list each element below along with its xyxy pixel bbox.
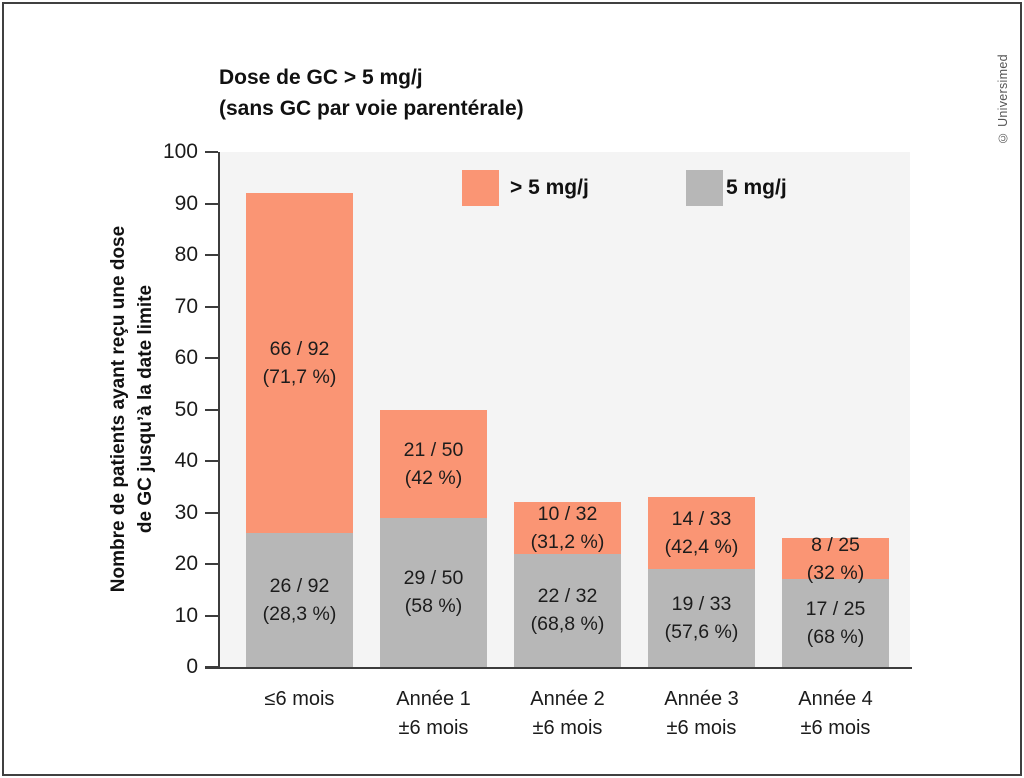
x-axis-label-line: Année 4 bbox=[798, 688, 873, 710]
y-axis-tick-label: 100 bbox=[162, 140, 198, 163]
x-axis-label-line: ±6 mois bbox=[800, 717, 871, 739]
x-axis-label-line: Année 1 bbox=[396, 688, 471, 710]
segment-label: 29 / 50 bbox=[403, 567, 464, 590]
legend-swatch-over5 bbox=[462, 170, 499, 206]
segment-label: 8 / 25 bbox=[811, 533, 860, 556]
x-axis-label: Année 3 ±6 mois bbox=[622, 685, 782, 743]
y-axis-tick-label: 50 bbox=[174, 397, 198, 421]
segment-label: (42,4 %) bbox=[664, 536, 739, 559]
bar-segment-over5mg: 8 / 25 (32 %) bbox=[782, 534, 889, 584]
bar-segment-le5mg: 17 / 25 (68 %) bbox=[782, 579, 889, 667]
x-axis-label-line: ≤6 mois bbox=[264, 688, 335, 710]
y-axis-tick bbox=[205, 357, 218, 359]
x-axis-label-line: ±6 mois bbox=[398, 717, 469, 739]
y-axis-tick bbox=[205, 460, 218, 462]
y-axis-tick bbox=[205, 511, 218, 514]
segment-label: 21 / 50 bbox=[403, 438, 464, 461]
x-axis-label: Année 1 ±6 mois bbox=[354, 685, 514, 743]
bar-segment-le5mg: 22 / 32 (68,8 %) bbox=[514, 553, 621, 667]
copyright-text: © Universimed bbox=[996, 54, 1010, 146]
y-axis-line bbox=[218, 152, 220, 669]
chart-title-line1: Dose de GC > 5 mg/j bbox=[219, 66, 423, 89]
chart-title-line2: (sans GC par voie parentérale) bbox=[219, 97, 524, 120]
segment-label: 26 / 92 bbox=[269, 575, 330, 598]
y-axis-tick-label: 60 bbox=[174, 346, 198, 369]
y-axis-tick-label: 90 bbox=[174, 191, 198, 215]
segment-label: (68,8 %) bbox=[530, 613, 605, 636]
bar-segment-over5mg: 10 / 32 (31,2 %) bbox=[514, 502, 621, 554]
x-axis-label: ≤6 mois bbox=[220, 685, 380, 714]
y-axis-tick-label: 70 bbox=[174, 294, 198, 318]
segment-label: (57,6 %) bbox=[664, 621, 739, 644]
segment-label: (28,3 %) bbox=[262, 603, 337, 626]
y-axis-tick-label: 10 bbox=[174, 603, 198, 627]
y-axis-tick-label: 30 bbox=[174, 500, 198, 524]
x-axis-line bbox=[205, 667, 912, 669]
segment-label: (71,7 %) bbox=[262, 366, 337, 389]
segment-label: 10 / 32 bbox=[537, 502, 598, 525]
x-axis-label-line: ±6 mois bbox=[532, 717, 603, 739]
y-axis-tick bbox=[205, 305, 218, 308]
chart-title: Dose de GC > 5 mg/j (sans GC par voie pa… bbox=[219, 62, 524, 124]
bar-segment-le5mg: 26 / 92 (28,3 %) bbox=[246, 533, 353, 667]
segment-label: (42 %) bbox=[404, 466, 463, 489]
x-axis-label-line: Année 3 bbox=[664, 688, 739, 710]
segment-label: (32 %) bbox=[806, 561, 865, 584]
plot-area: > 5 mg/j 5 mg/j 26 / 92 (28,3 %) 66 / 92 (7… bbox=[163, 140, 912, 739]
y-axis-tick-label: 20 bbox=[174, 552, 198, 575]
x-axis-label: Année 2 ±6 mois bbox=[488, 685, 648, 743]
y-axis-tick-label: 40 bbox=[174, 449, 198, 472]
segment-label: 14 / 33 bbox=[671, 508, 732, 531]
y-axis-tick bbox=[205, 202, 218, 205]
x-axis-label-line: ±6 mois bbox=[666, 717, 737, 739]
segment-label: 19 / 33 bbox=[671, 593, 732, 616]
segment-label: (58 %) bbox=[404, 595, 463, 618]
legend-label-5: 5 mg/j bbox=[726, 176, 787, 199]
x-axis-label: Année 4 ±6 mois bbox=[756, 685, 916, 743]
segment-label: (68 %) bbox=[806, 626, 865, 649]
legend-item-over5: > 5 mg/j bbox=[462, 170, 589, 206]
segment-label: 22 / 32 bbox=[537, 585, 598, 608]
legend-swatch-5 bbox=[686, 170, 723, 206]
y-axis-tick bbox=[205, 254, 218, 256]
bar-segment-le5mg: 19 / 33 (57,6 %) bbox=[648, 569, 755, 667]
y-axis-tick bbox=[205, 408, 218, 411]
bar-segment-over5mg: 66 / 92 (71,7 %) bbox=[246, 193, 353, 534]
y-axis-tick bbox=[205, 151, 218, 153]
bar-segment-over5mg: 21 / 50 (42 %) bbox=[380, 409, 487, 518]
bar-segment-over5mg: 14 / 33 (42,4 %) bbox=[648, 497, 755, 570]
y-axis-tick-label: 80 bbox=[174, 243, 198, 266]
legend-item-5: 5 mg/j bbox=[686, 170, 787, 206]
legend-label-over5: > 5 mg/j bbox=[510, 176, 589, 199]
y-axis-tick bbox=[205, 614, 218, 617]
x-axis-label-line: Année 2 bbox=[530, 688, 605, 710]
segment-label: 66 / 92 bbox=[269, 338, 330, 361]
bar-segment-le5mg: 29 / 50 (58 %) bbox=[380, 517, 487, 667]
y-axis-tick bbox=[205, 563, 218, 565]
y-axis-tick-label: 0 bbox=[186, 655, 198, 678]
segment-label: (31,2 %) bbox=[530, 530, 605, 553]
segment-label: 17 / 25 bbox=[805, 598, 866, 621]
